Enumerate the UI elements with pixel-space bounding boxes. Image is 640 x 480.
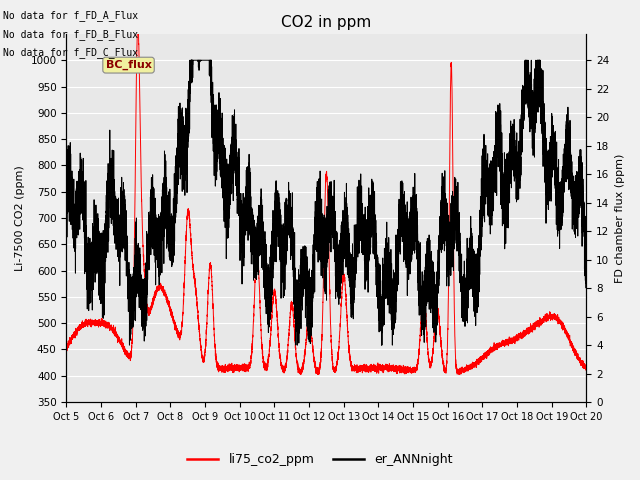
Text: BC_flux: BC_flux	[106, 60, 152, 70]
Title: CO2 in ppm: CO2 in ppm	[282, 15, 372, 30]
Text: No data for f_FD_B_Flux: No data for f_FD_B_Flux	[3, 29, 138, 40]
Y-axis label: Li-7500 CO2 (ppm): Li-7500 CO2 (ppm)	[15, 165, 25, 271]
Y-axis label: FD chamber flux (ppm): FD chamber flux (ppm)	[615, 153, 625, 283]
Text: No data for f_FD_C_Flux: No data for f_FD_C_Flux	[3, 47, 138, 58]
Text: No data for f_FD_A_Flux: No data for f_FD_A_Flux	[3, 11, 138, 22]
Legend: li75_co2_ppm, er_ANNnight: li75_co2_ppm, er_ANNnight	[182, 448, 458, 471]
